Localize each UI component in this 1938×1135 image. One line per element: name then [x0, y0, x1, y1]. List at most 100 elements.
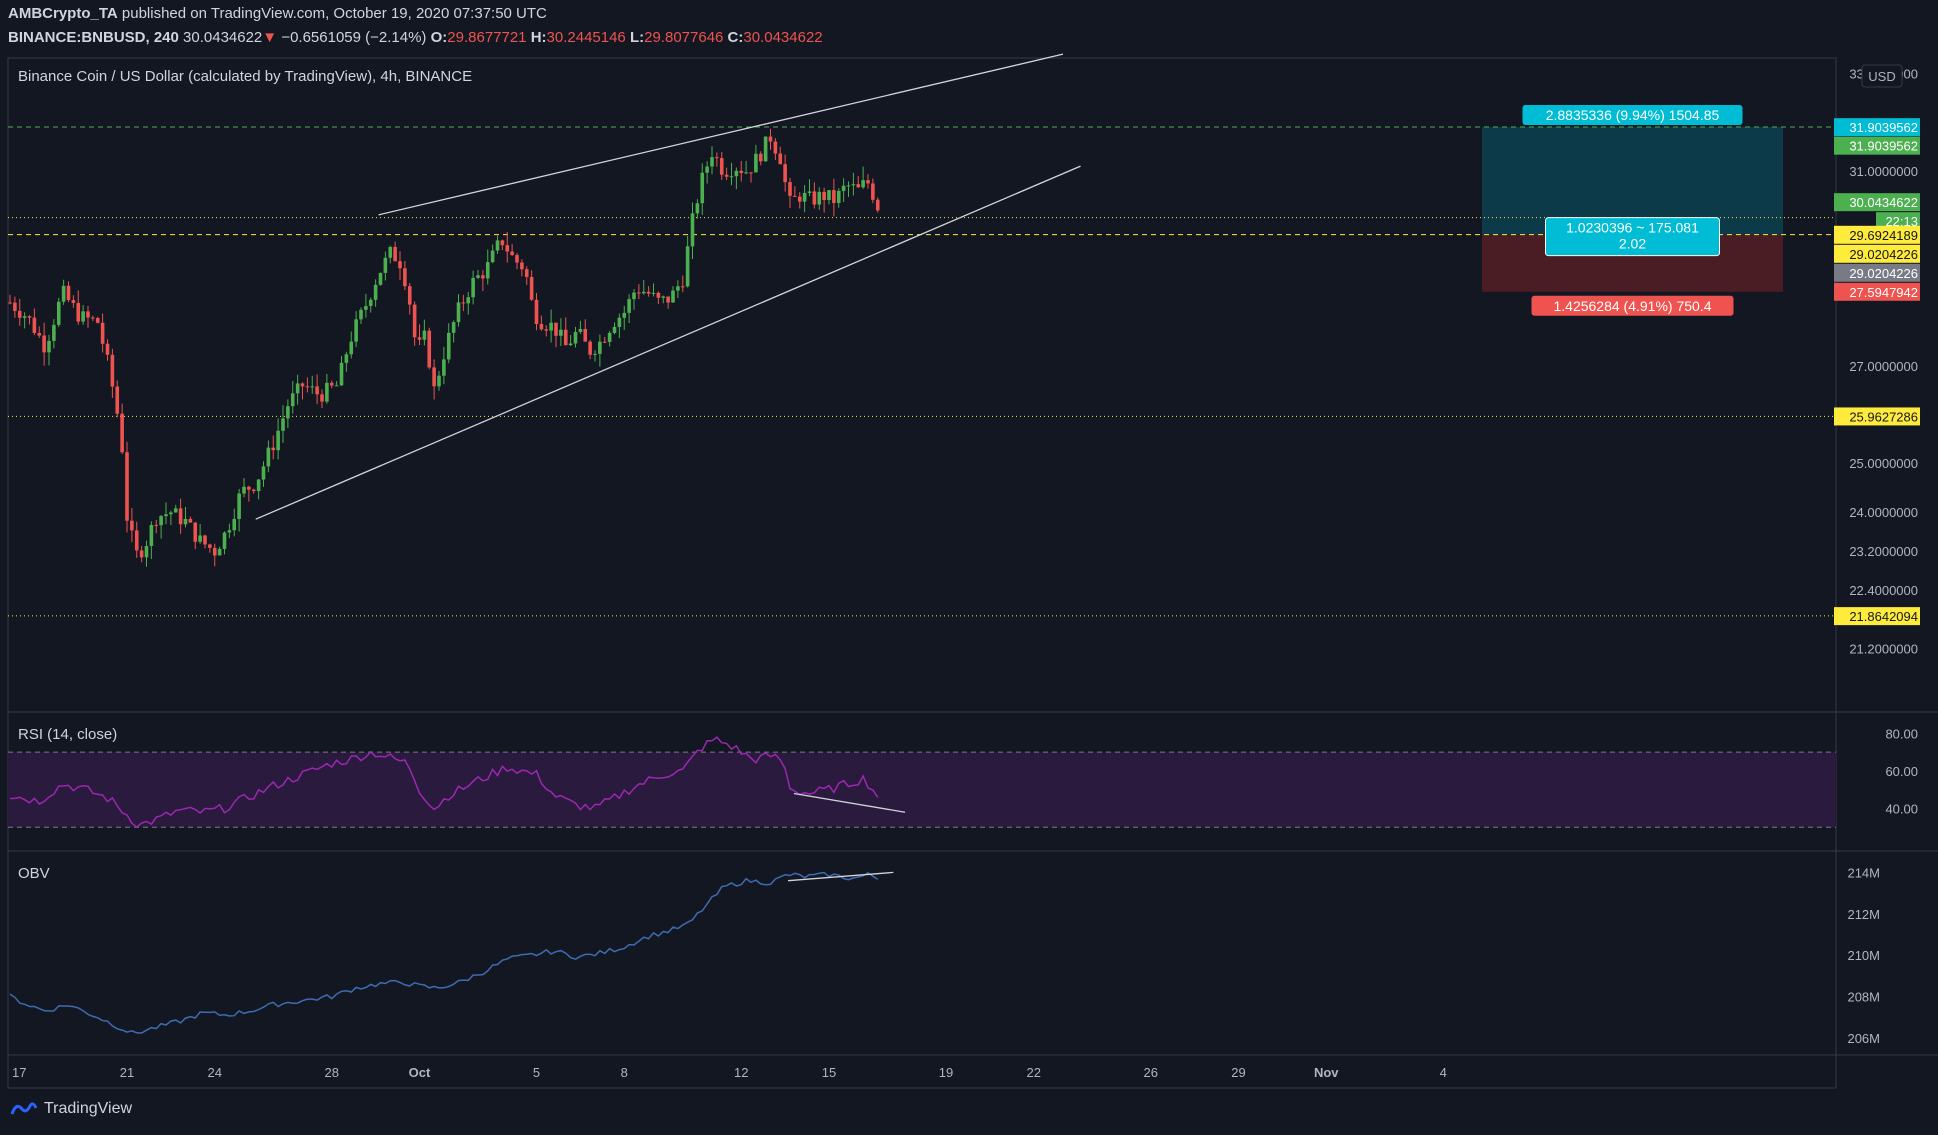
- candle-body: [622, 312, 627, 318]
- price-tag-bg: [1834, 118, 1920, 137]
- obv-divergence-line[interactable]: [787, 871, 894, 882]
- obv-axis: 214M 212M 210M 208M 206M: [1847, 865, 1880, 1045]
- candle-body: [325, 382, 329, 402]
- price-axis-tick: 21.2000000: [1849, 641, 1918, 656]
- candle-body: [261, 466, 266, 480]
- price-tag-bg: [1876, 212, 1920, 231]
- candle-body: [719, 158, 724, 175]
- candle-body: [481, 275, 485, 279]
- candle-body: [227, 530, 232, 533]
- open-label: O:: [430, 29, 448, 46]
- position-labels: 2.8835336 (9.94%) 1504.85 1.0230396 ~ 17…: [1522, 104, 1743, 316]
- candle-body: [680, 286, 685, 288]
- candle-body: [364, 306, 368, 310]
- candle-body: [549, 322, 553, 331]
- candle-body: [232, 518, 237, 531]
- candle-body: [510, 251, 514, 256]
- obv-pane-title: OBV: [18, 865, 50, 882]
- candle-body: [598, 341, 602, 354]
- time-axis-tick: 17: [12, 1065, 26, 1080]
- rsi-axis: 80.00 60.00 40.00: [1885, 726, 1918, 816]
- candle-body: [178, 508, 183, 525]
- candle-body: [797, 196, 802, 202]
- price-tag-bg: [1834, 407, 1920, 426]
- candle-body: [139, 550, 144, 558]
- time-axis-tick: 28: [325, 1065, 339, 1080]
- channel-lower-line[interactable]: [255, 165, 1081, 520]
- candle-body: [47, 340, 51, 353]
- currency-badge[interactable]: [1861, 64, 1903, 88]
- candle-body: [37, 332, 42, 336]
- candle-body: [329, 382, 334, 386]
- price-axis-tick: 27.0000000: [1849, 359, 1918, 374]
- candle-body: [300, 383, 305, 387]
- candle-body: [841, 185, 846, 191]
- candle-body: [700, 172, 705, 204]
- candle-body: [734, 170, 739, 177]
- candle-body: [758, 153, 763, 162]
- currency-label: USD: [1868, 69, 1895, 84]
- candle-body: [286, 406, 290, 419]
- candle-body: [208, 544, 212, 548]
- rsi-line: [9, 736, 879, 829]
- obv-axis-tick: 210M: [1847, 948, 1880, 963]
- long-position-tool[interactable]: [1482, 126, 1783, 292]
- candle-body: [793, 195, 797, 197]
- rsi-divergence-line[interactable]: [793, 792, 906, 813]
- candle-body: [578, 328, 583, 332]
- price-tag-label: 30.0434622: [1849, 195, 1918, 210]
- candle-body: [505, 245, 510, 252]
- footer-brand-label: TradingView: [44, 1100, 133, 1117]
- candle-body: [661, 296, 666, 298]
- candle-body: [437, 375, 441, 387]
- candle-body: [539, 323, 544, 330]
- candle-body: [851, 184, 856, 186]
- candle-body: [666, 296, 670, 303]
- high-label: H:: [530, 29, 547, 46]
- time-axis-tick: Nov: [1314, 1065, 1339, 1080]
- candle-body: [573, 331, 578, 344]
- rising-channel[interactable]: [255, 53, 1081, 520]
- time-axis-tick: 8: [621, 1065, 628, 1080]
- candle-body: [875, 199, 880, 211]
- candle-body: [403, 268, 407, 287]
- time-axis[interactable]: 17 21 24 28 Oct 5 8 12 15 19 22 26 29 Nov 4: [12, 1065, 1447, 1080]
- time-axis-tick: 22: [1027, 1065, 1041, 1080]
- candle-body: [398, 261, 402, 269]
- candle-body: [61, 285, 66, 302]
- candle-body: [368, 299, 373, 307]
- price-tag-label: 31.9039562: [1849, 139, 1918, 154]
- candle-body: [715, 157, 719, 159]
- candle-body: [198, 535, 202, 542]
- candle-body: [159, 516, 163, 526]
- candle-body: [154, 524, 159, 526]
- footer-brand[interactable]: TradingView: [10, 1100, 132, 1118]
- price-axis-tick: 22.4000000: [1849, 583, 1918, 598]
- candle-body: [476, 275, 480, 278]
- candle-body: [86, 311, 90, 318]
- price-tag-label: 29.0204226: [1849, 247, 1918, 262]
- candle-body: [173, 508, 178, 513]
- candle-body: [749, 172, 753, 174]
- candle-body: [110, 354, 115, 387]
- candle-body: [602, 341, 607, 343]
- low-label: L:: [629, 29, 645, 46]
- candle-body: [802, 192, 807, 202]
- candle-body: [27, 316, 32, 318]
- publisher-name[interactable]: AMBCrypto_TA: [8, 5, 118, 22]
- candle-body: [846, 185, 851, 187]
- publish-info: AMBCrypto_TA published on TradingView.co…: [8, 5, 547, 22]
- candle-body: [383, 257, 388, 273]
- candle-body: [656, 292, 661, 298]
- price-tag-label: 27.5947942: [1849, 285, 1918, 300]
- candle-body: [832, 190, 836, 203]
- candle-body: [607, 332, 612, 342]
- candle-body: [612, 326, 617, 333]
- price-axis-tick: 24.0000000: [1849, 505, 1918, 520]
- price-axis[interactable]: 33.000000031.000000027.000000025.0000000…: [1849, 67, 1918, 657]
- tradingview-logo-icon: [10, 1102, 38, 1115]
- candle-body: [739, 170, 744, 173]
- channel-upper-line[interactable]: [378, 53, 1064, 216]
- time-axis-tick: 15: [822, 1065, 836, 1080]
